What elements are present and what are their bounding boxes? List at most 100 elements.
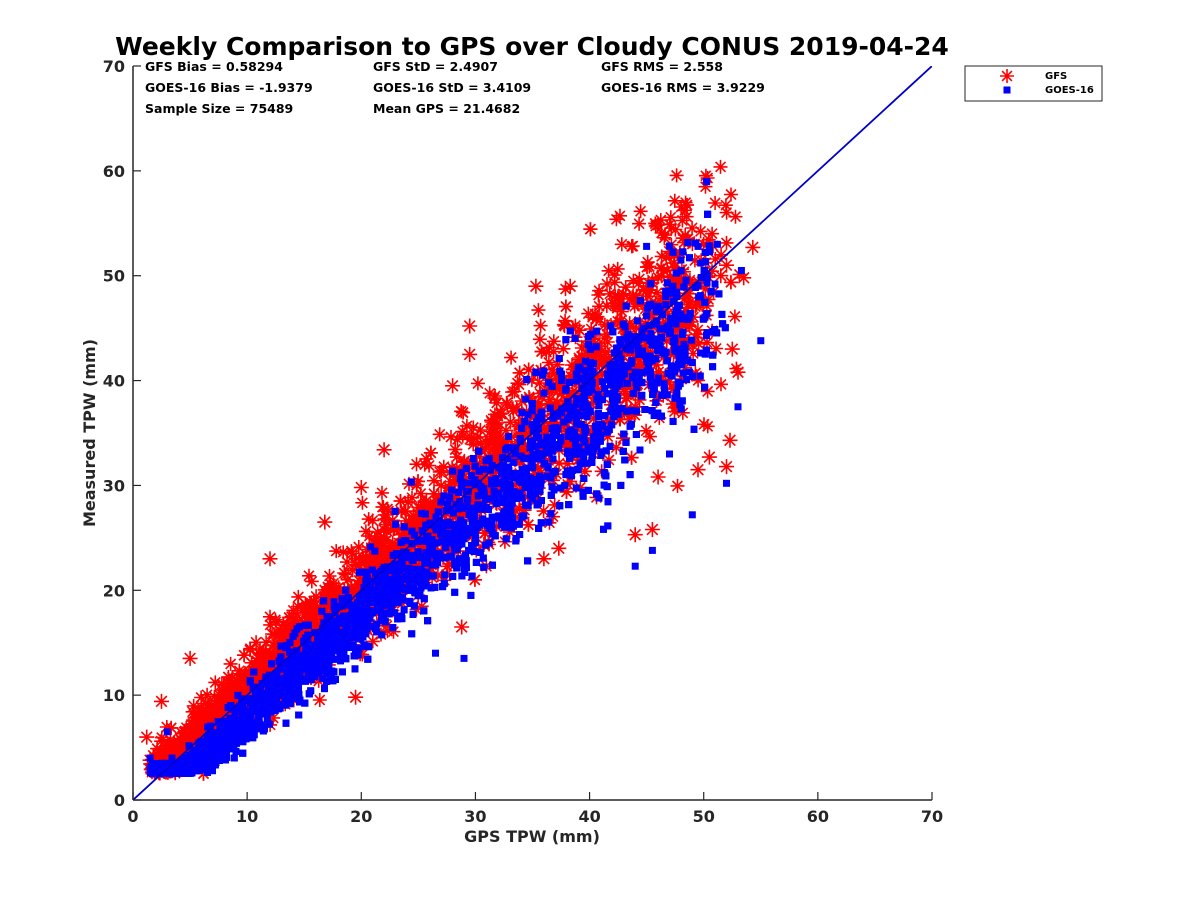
data-point: [309, 589, 324, 604]
data-point: [713, 268, 729, 284]
data-point: [651, 364, 666, 379]
data-point: [394, 504, 409, 519]
data-point: [161, 742, 176, 757]
data-point: [449, 461, 464, 476]
data-point: [282, 610, 297, 625]
data-point: [632, 392, 647, 407]
data-point: [696, 236, 712, 252]
data-point: [486, 436, 501, 451]
data-point: [499, 395, 514, 410]
data-point: [700, 171, 715, 185]
data-point: [377, 548, 392, 563]
data-point: [194, 690, 209, 705]
data-point: [434, 463, 449, 478]
data-point: [304, 595, 319, 610]
data-point: [445, 378, 461, 394]
data-point: [616, 286, 631, 301]
data-point: [226, 679, 241, 694]
data-point: [674, 320, 689, 335]
data-point: [701, 449, 717, 465]
data-point: [325, 591, 340, 605]
data-point: [632, 216, 647, 231]
data-point: [473, 423, 488, 437]
data-point: [380, 618, 394, 633]
data-point: [304, 574, 319, 589]
data-point: [291, 589, 306, 604]
data-point: [585, 348, 600, 363]
data-point: [273, 643, 287, 658]
data-point: [533, 386, 548, 401]
data-point: [249, 676, 264, 691]
data-point: [678, 332, 693, 347]
data-point: [488, 389, 503, 403]
data-point: [409, 602, 424, 617]
data-point: [573, 480, 588, 495]
data-point: [499, 434, 513, 449]
data-point: [558, 299, 573, 314]
data-point: [188, 720, 203, 735]
data-point: [258, 649, 273, 664]
data-point: [172, 742, 187, 757]
data-point: [698, 179, 713, 194]
data-point: [559, 484, 574, 499]
data-point: [622, 316, 637, 331]
data-point: [565, 358, 579, 372]
data-point: [554, 386, 569, 401]
data-point: [411, 474, 425, 489]
data-point: [208, 675, 223, 690]
data-point: [436, 459, 451, 474]
data-point: [560, 456, 575, 471]
data-point: [686, 346, 701, 361]
data-point: [597, 331, 612, 345]
data-point: [159, 720, 174, 734]
data-point: [558, 282, 573, 297]
data-point: [668, 222, 683, 237]
data-point: [266, 710, 281, 725]
data-point: [409, 478, 424, 493]
data-point: [562, 278, 578, 294]
data-point: [622, 291, 637, 306]
data-point: [361, 512, 376, 527]
data-point: [699, 298, 714, 313]
data-point: [547, 397, 562, 412]
data-point: [654, 269, 669, 284]
data-point: [493, 432, 508, 447]
data-point: [524, 373, 539, 388]
data-point: [450, 432, 465, 447]
data-point: [705, 226, 720, 241]
data-point: [600, 277, 614, 291]
data-point: [577, 464, 592, 479]
data-point: [552, 456, 567, 471]
data-point: [719, 205, 734, 220]
data-point: [610, 289, 626, 305]
data-point: [653, 213, 668, 228]
data-point: [401, 495, 416, 510]
data-point: [508, 478, 523, 493]
data-point: [685, 221, 700, 235]
data-point: [502, 525, 517, 540]
data-point: [637, 339, 652, 354]
data-point: [340, 555, 354, 570]
data-point: [457, 453, 472, 468]
data-point: [675, 405, 690, 420]
data-point: [581, 306, 596, 321]
data-point: [459, 418, 474, 433]
data-point: [232, 663, 247, 678]
data-point: [556, 341, 571, 356]
data-point: [565, 370, 580, 384]
data-point: [311, 673, 326, 688]
data-point: [417, 513, 432, 528]
data-point: [307, 612, 322, 627]
data-point: [628, 358, 643, 372]
data-point: [411, 500, 426, 515]
data-point: [507, 502, 522, 517]
data-point: [660, 306, 675, 321]
data-point: [546, 415, 561, 430]
data-point: [736, 270, 752, 286]
data-point: [519, 419, 534, 433]
data-point: [643, 344, 658, 359]
data-point: [418, 495, 432, 510]
data-point: [456, 506, 471, 521]
data-point: [531, 461, 545, 475]
data-point: [365, 634, 380, 649]
